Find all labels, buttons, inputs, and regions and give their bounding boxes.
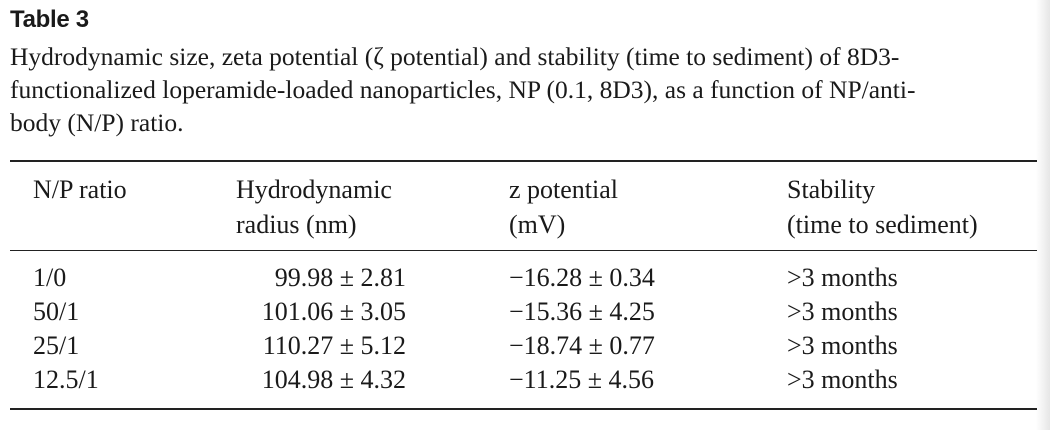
cell-zeta: −11.25 ± 4.56 <box>509 365 654 394</box>
cell-zeta: −16.28 ± 0.34 <box>509 263 655 292</box>
header-text: z potential <box>509 175 619 204</box>
table-label: Table 3 <box>10 6 89 33</box>
header-np-ratio: N/P ratio <box>33 172 127 207</box>
header-text: radius (nm) <box>236 210 357 239</box>
cell-stability: >3 months <box>787 297 898 326</box>
column-stability: >3 months >3 months >3 months >3 months <box>787 261 898 397</box>
cell-radius: 101.06 ± 3.05 <box>261 297 406 326</box>
header-zeta-potential: z potential (mV) <box>509 172 618 242</box>
cell-np-ratio: 12.5/1 <box>33 365 99 394</box>
cell-stability: >3 months <box>787 263 898 292</box>
header-text: Stability <box>787 175 876 204</box>
caption-line: Hydrodynamic size, zeta potential (ζ pot… <box>10 42 900 71</box>
table-caption: Hydrodynamic size, zeta potential (ζ pot… <box>10 40 1040 139</box>
cell-np-ratio: 25/1 <box>33 331 80 360</box>
cell-np-ratio: 1/0 <box>33 263 67 292</box>
cell-stability: >3 months <box>787 365 898 394</box>
cell-radius: 104.98 ± 4.32 <box>261 365 406 394</box>
cell-zeta: −18.74 ± 0.77 <box>509 331 655 360</box>
header-text: N/P ratio <box>33 175 127 204</box>
table-header-rule <box>10 250 1037 251</box>
cell-radius: 99.98 ± 2.81 <box>274 263 406 292</box>
caption-line: functionalized loperamide-loaded nanopar… <box>10 75 916 104</box>
table-row: 1/0 50/1 25/1 12.5/1 <box>33 261 99 397</box>
header-hydrodynamic-radius: Hydrodynamic radius (nm) <box>236 172 392 242</box>
cell-stability: >3 months <box>787 331 898 360</box>
column-hydrodynamic-radius: 99.98 ± 2.81 101.06 ± 3.05 110.27 ± 5.12… <box>220 261 406 397</box>
table-bottom-rule <box>10 408 1037 410</box>
cell-zeta: −15.36 ± 4.25 <box>509 297 655 326</box>
cell-radius: 110.27 ± 5.12 <box>262 331 406 360</box>
cell-np-ratio: 50/1 <box>33 297 80 326</box>
header-text: (time to sediment) <box>787 210 978 239</box>
header-stability: Stability (time to sediment) <box>787 172 978 242</box>
header-text: Hydrodynamic <box>236 175 392 204</box>
caption-line: body (N/P) ratio. <box>10 108 184 137</box>
page-edge-shadow <box>1036 0 1050 430</box>
header-text: (mV) <box>509 210 566 239</box>
column-zeta-potential: −16.28 ± 0.34 −15.36 ± 4.25 −18.74 ± 0.7… <box>509 261 655 397</box>
table-top-rule <box>10 160 1037 162</box>
